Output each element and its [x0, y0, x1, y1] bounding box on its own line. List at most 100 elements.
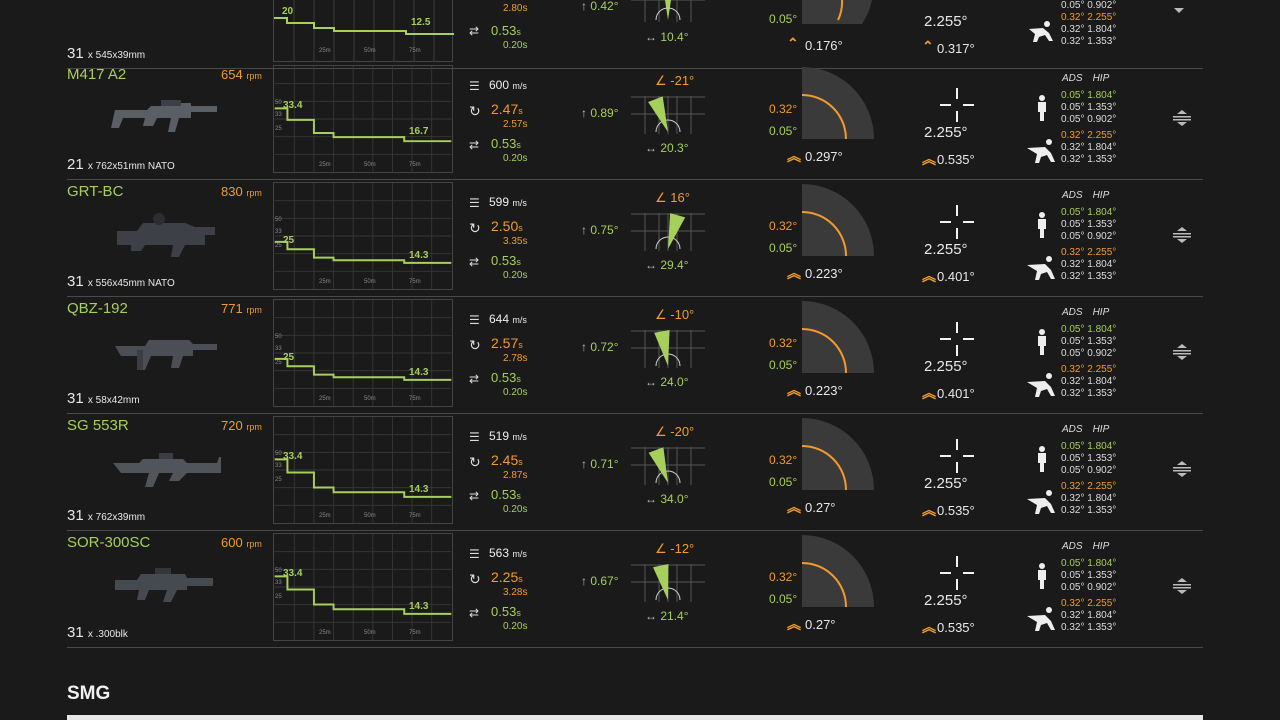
crosshair-icon: [940, 322, 974, 356]
crosshair-sub: 0.535°: [937, 152, 975, 167]
swap-icon: ⇄: [469, 24, 480, 38]
fire-rate: 654 rpm: [221, 67, 262, 82]
magazine-info: 31 x 762x39mm: [67, 507, 146, 524]
chart-x-label: 75m: [409, 162, 421, 168]
chart-y-label: 25: [275, 360, 282, 366]
deploy-time: 0.53s: [491, 253, 521, 268]
chart-y-label: 25: [275, 243, 282, 249]
weapon-name: M417 A2: [67, 66, 127, 83]
weapon-specs: ☰ 599 m/s ↻ 2.50s 3.35s ⇄ 0.53s 0.20s: [467, 179, 557, 296]
chevron-up-icon: ︽: [787, 382, 801, 398]
magazine-info: 31 x 556x45mm NATO: [67, 273, 175, 290]
reload-empty: 2.78s: [503, 353, 528, 364]
spread-block: 0.32° 0.05° ︽ 0.27°: [767, 413, 887, 530]
chart-y-label: 33: [275, 112, 282, 118]
chart-end-label: 14.3: [409, 367, 429, 378]
recoil-sway: ∠ -10° ↑ 0.72° ↔ 24.0°: [577, 296, 717, 413]
spread-hip: 0.32°: [769, 219, 798, 233]
crosshair-value: 2.255°: [924, 475, 968, 492]
spread-fan-icon: [802, 535, 874, 607]
recoil-fan-icon: [631, 96, 705, 134]
deploy-time: 0.53s: [491, 136, 521, 151]
crosshair-sub: 0.401°: [937, 386, 975, 401]
fire-rate: 600 rpm: [221, 535, 262, 550]
magazine-info: 21 x 762x51mm NATO: [67, 156, 175, 173]
bullet-velocity: 600 m/s: [489, 78, 527, 92]
weapon-name: SOR-300SC: [67, 534, 151, 551]
recoil-fan-icon: [631, 447, 705, 485]
chart-x-label: 25m: [319, 396, 331, 402]
recoil-sway: ∠ -20° ↑ 0.71° ↔ 34.0°: [577, 413, 717, 530]
weapon-specs: 2.80s ⇄ 0.53s 0.20s: [467, 0, 557, 68]
spread-fan-icon: [802, 418, 874, 490]
hip-lines: 0.32° 2.255° 0.32° 1.804° 0.32° 1.353°: [1061, 598, 1117, 633]
hip-lines: 0.32° 2.255° 0.32° 1.804° 0.32° 1.353°: [1061, 481, 1117, 516]
chart-x-label: 50m: [364, 162, 376, 168]
crosshair-sub: 0.535°: [937, 620, 975, 635]
chart-x-label: 25m: [319, 630, 331, 636]
spread-ads: 0.05°: [769, 592, 798, 606]
chart-y-label: 50: [275, 568, 282, 574]
crouch-figure-icon: [1029, 21, 1053, 42]
drag-handle-icon[interactable]: [1171, 344, 1193, 360]
reload-empty: 3.35s: [503, 236, 528, 247]
spread-fan-icon: [802, 301, 874, 373]
drag-handle-icon[interactable]: [1171, 578, 1193, 594]
weapon-row: GRT-BC 830 rpm 31 x 556x45mm NATO 50 33 …: [67, 179, 1203, 297]
ads-lines: 0.05° 1.804° 0.05° 1.353° 0.05° 0.902°: [1061, 558, 1117, 593]
reload-time: 2.50s: [491, 218, 523, 234]
chart-x-label: 75m: [409, 279, 421, 285]
weapon-specs: ☰ 644 m/s ↻ 2.57s 2.78s ⇄ 0.53s 0.20s: [467, 296, 557, 413]
hip-lines: 0.32° 2.255° 0.32° 1.804° 0.32° 1.353°: [1061, 364, 1117, 399]
fire-rate: 720 rpm: [221, 418, 262, 433]
weapon-image: [113, 453, 221, 487]
drag-handle-icon[interactable]: [1171, 110, 1193, 126]
weapon-image: [111, 100, 217, 132]
recoil-angle: ∠ -10°: [655, 307, 695, 322]
crouch-figure-icon: [1027, 607, 1055, 631]
reload-time: 2.47s: [491, 101, 523, 117]
chart-start-label: 25: [283, 352, 295, 363]
crosshair-icon: [940, 556, 974, 590]
spread-ads: 0.05°: [769, 358, 798, 372]
spread-hip: 0.32°: [769, 102, 798, 116]
chart-y-label: 33: [275, 463, 282, 469]
section-title: SMG: [67, 683, 111, 704]
chevron-up-icon: ︽: [922, 385, 936, 401]
reload-icon: ↻: [469, 571, 481, 587]
reload-icon: ↻: [469, 220, 481, 236]
sort-down-icon[interactable]: [1171, 4, 1187, 16]
recoil-horizontal: ↔ 20.3°: [645, 141, 689, 155]
damage-chart: 50 33 25 33.4 14.3 25m 50m 75m: [273, 416, 453, 524]
crouch-figure-icon: [1027, 490, 1055, 514]
reload-icon: ↻: [469, 454, 481, 470]
spread-fan-icon: [802, 184, 874, 256]
spread-block: 0.32° 0.05° ︽ 0.223°: [767, 179, 887, 296]
bullet-velocity: 599 m/s: [489, 195, 527, 209]
weapon-row-partial: 31 x 545x39mm 20 12.5 25m 50m 75m 2.80s …: [67, 0, 1203, 69]
spread-value: 0.27°: [805, 500, 836, 515]
spread-block: 0.32° 0.05° ︽ 0.297°: [767, 62, 887, 179]
deploy-time: 0.53s: [491, 487, 521, 502]
velocity-icon: ☰: [469, 196, 480, 210]
recoil-horizontal: ↔ 10.4°: [645, 30, 689, 44]
standing-figure-icon: [1038, 446, 1046, 472]
chart-x-label: 25m: [319, 48, 331, 54]
weapon-row: M417 A2 654 rpm 21 x 762x51mm NATO 50 33…: [67, 62, 1203, 180]
damage-line: [274, 107, 452, 143]
deploy-time: 0.53s: [491, 23, 521, 38]
chart-start-label: 33.4: [283, 568, 303, 579]
weapon-name: SG 553R: [67, 417, 129, 434]
drag-handle-icon[interactable]: [1171, 461, 1193, 477]
swap-icon: ⇄: [469, 489, 480, 503]
swap-icon: ⇄: [469, 606, 480, 620]
deploy-time: 0.53s: [491, 370, 521, 385]
weapon-row: QBZ-192 771 rpm 31 x 58x42mm 50 33 25 25…: [67, 296, 1203, 414]
deploy-sub: 0.20s: [503, 387, 528, 398]
magazine-info: 31 x 545x39mm: [67, 45, 146, 62]
bullet-velocity: 519 m/s: [489, 429, 527, 443]
spread-ads: 0.05°: [769, 124, 798, 138]
crosshair-block: 2.255° ︽ 0.535°: [922, 530, 1032, 647]
drag-handle-icon[interactable]: [1171, 227, 1193, 243]
swap-icon: ⇄: [469, 255, 480, 269]
